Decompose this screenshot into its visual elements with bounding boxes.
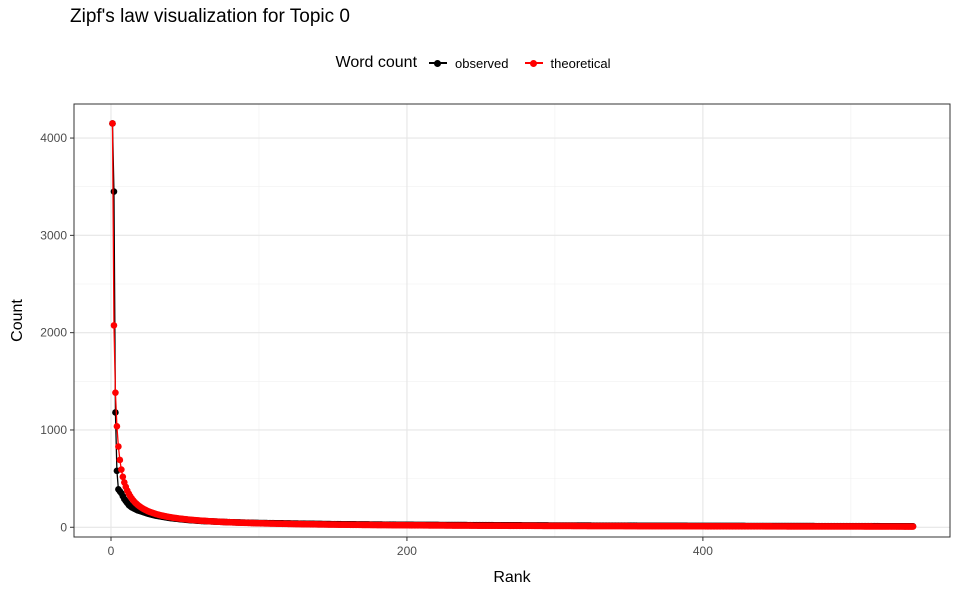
legend-label-theoretical: theoretical [550,55,611,71]
theoretical-point [112,389,119,396]
theoretical-point [110,322,118,329]
legend-key-theoretical [523,56,545,70]
x-tick-label: 0 [108,544,115,558]
legend-item-theoretical: theoretical [523,56,611,71]
legend-key-observed [427,56,449,70]
y-axis-title: Count [9,299,26,342]
y-tick-label: 4000 [40,131,67,145]
legend: Word count observed theoretical [0,52,960,74]
grid-minor [74,104,950,537]
chart-title: Zipf's law visualization for Topic 0 [70,6,350,27]
y-tick-label: 3000 [40,228,67,242]
panel-background [74,104,950,537]
legend-item-observed: observed [427,55,509,71]
y-tick-label: 2000 [40,326,67,340]
panel-border [73,103,951,538]
grid-major [74,104,950,537]
legend-label-observed: observed [455,55,509,71]
theoretical-point [109,120,116,127]
x-tick-label: 200 [397,544,417,558]
legend-title: Word count [335,54,418,71]
theoretical-point [119,473,127,481]
x-tick-label: 400 [693,544,713,558]
series-theoretical [109,120,917,530]
theoretical-point [118,466,125,473]
theoretical-point [116,456,124,464]
theoretical-point [113,423,121,430]
observed-point [112,409,119,416]
y-tick-label: 1000 [40,423,67,437]
x-axis-title: Rank [493,569,531,586]
observed-point [110,188,118,195]
series-layer [109,120,917,530]
y-tick-label: 0 [60,520,67,534]
theoretical-point [909,523,917,530]
theoretical-point [115,443,122,450]
